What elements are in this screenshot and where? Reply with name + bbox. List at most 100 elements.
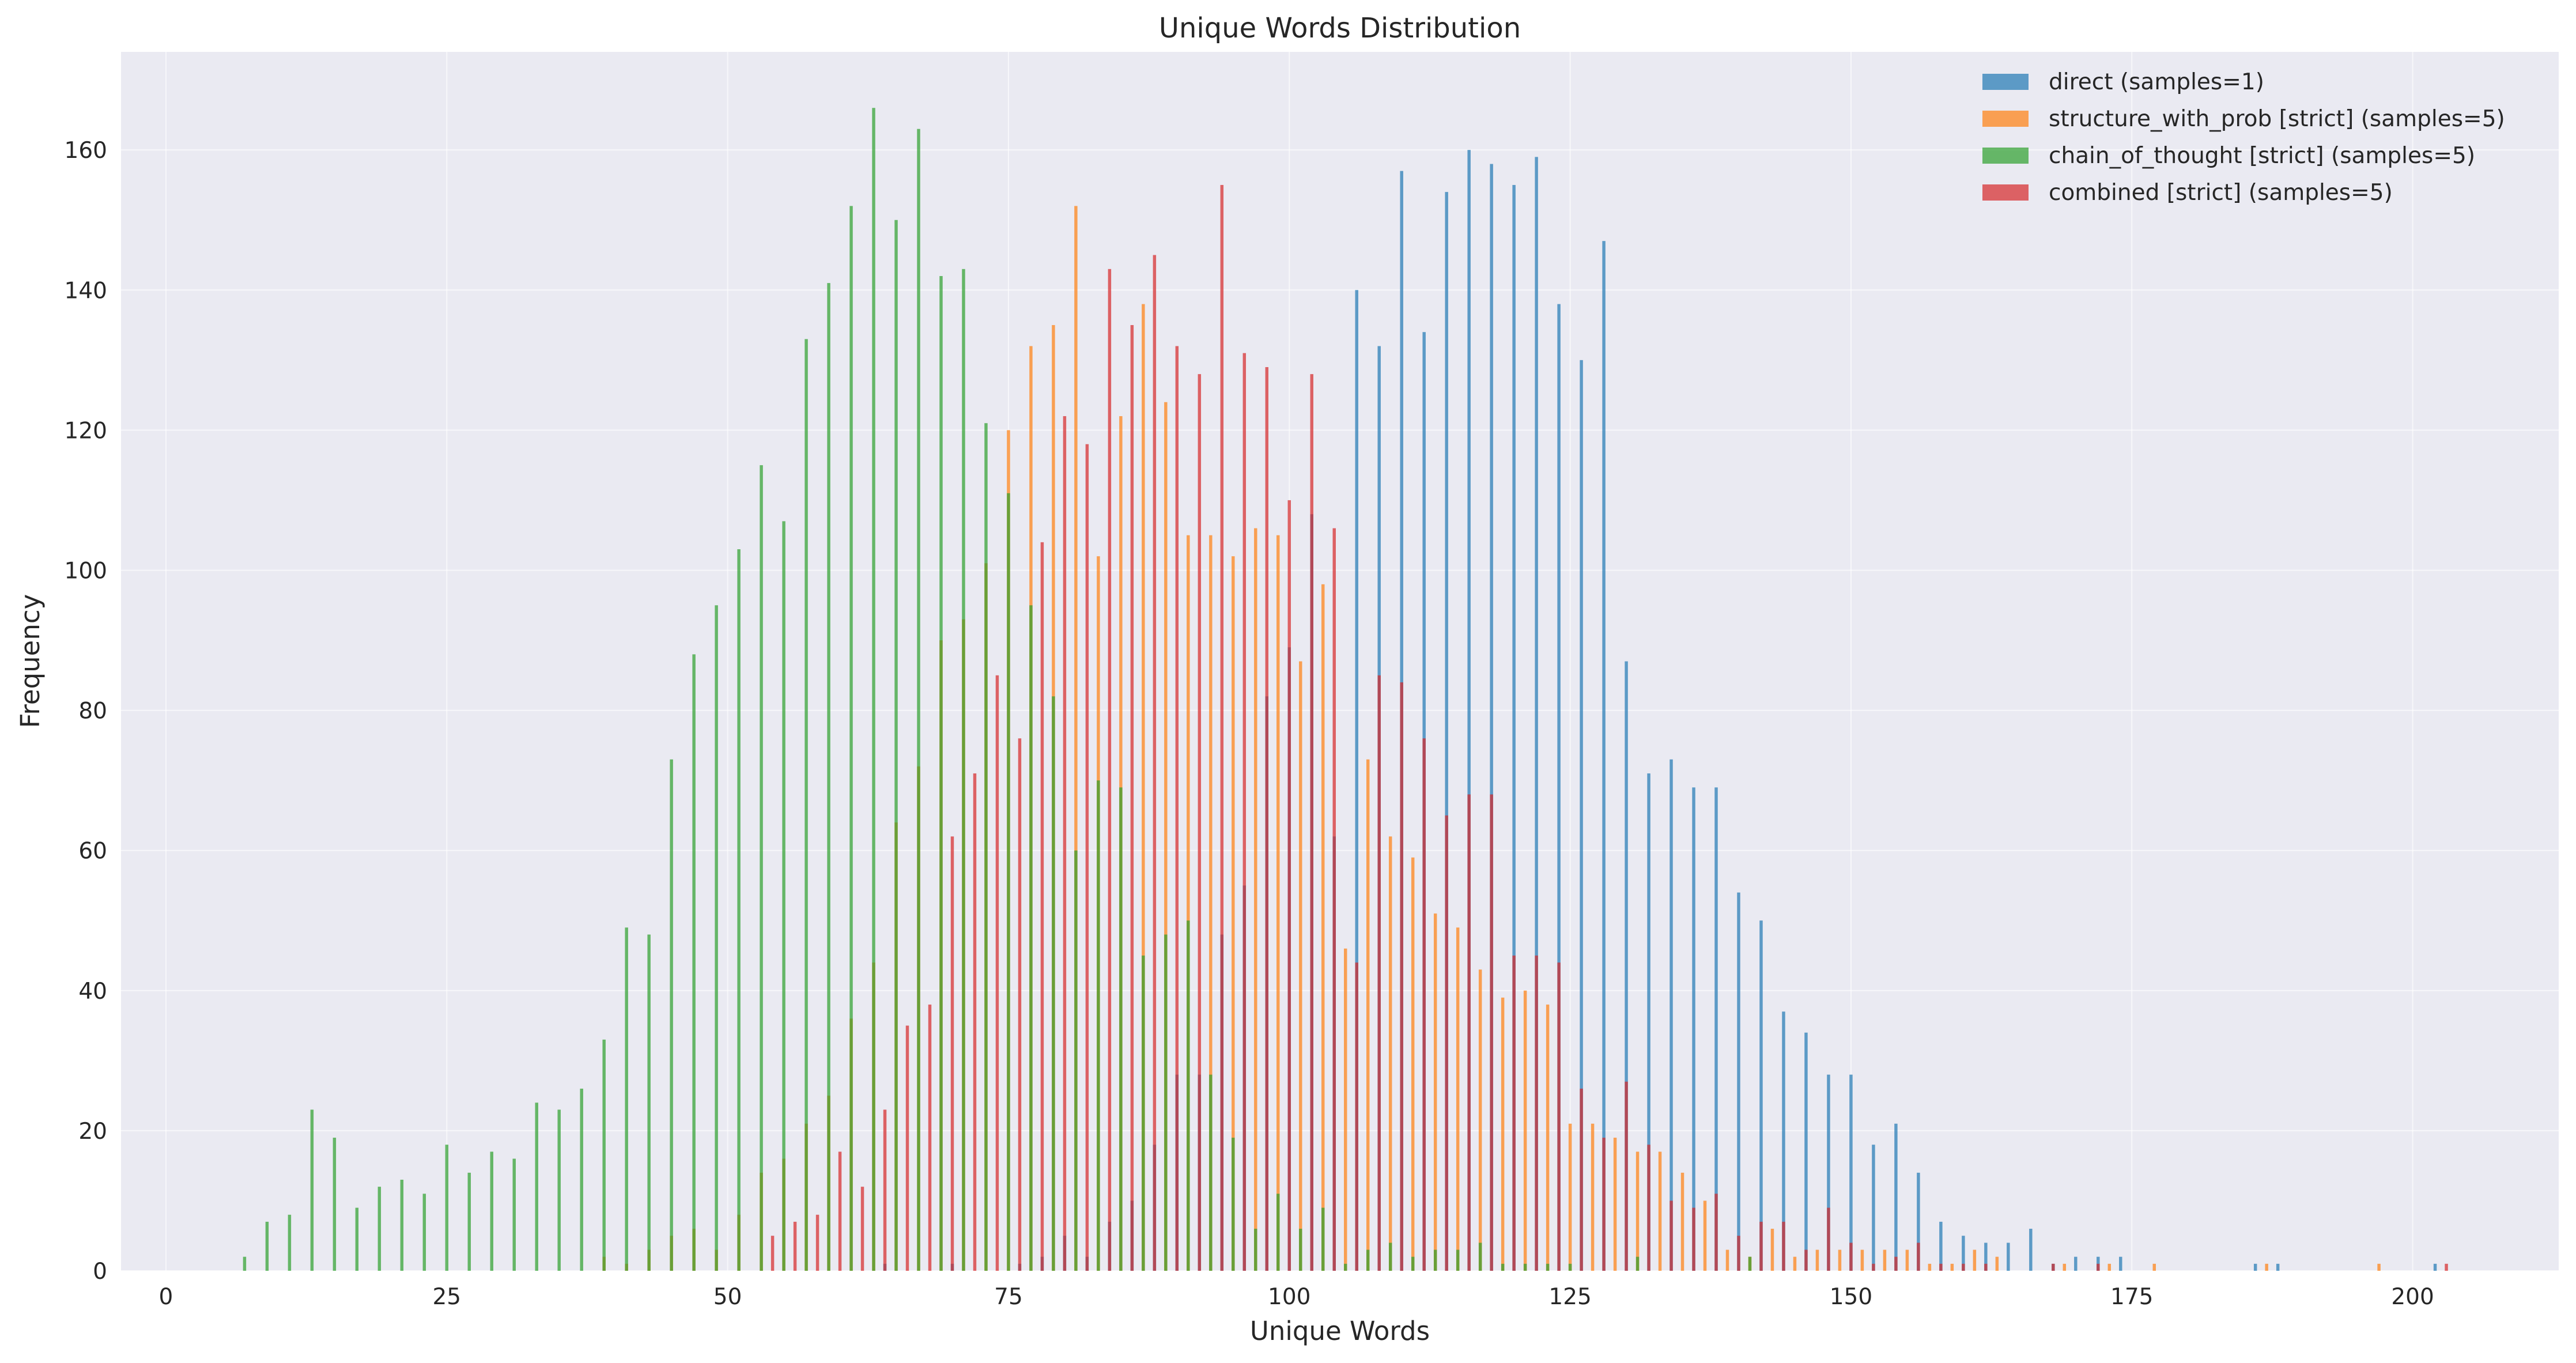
bar [1917, 1243, 1920, 1271]
legend-swatch [1982, 74, 2029, 90]
bar [1546, 1263, 1550, 1271]
bar [1130, 325, 1134, 1271]
bar [1872, 1263, 1875, 1271]
bar [1849, 1074, 1853, 1271]
bar [243, 1256, 247, 1271]
bar [860, 1187, 864, 1271]
bar [1344, 948, 1347, 1271]
bar [1164, 402, 1168, 1271]
bar [557, 1109, 561, 1271]
bar [1366, 1249, 1370, 1271]
bar [827, 283, 830, 1271]
bar [1232, 556, 1235, 1271]
bar [1400, 682, 1403, 1271]
bar [1321, 1207, 1325, 1271]
bar [995, 675, 999, 1271]
bar [1984, 1263, 1988, 1271]
bar [1737, 892, 1740, 1271]
bar [793, 1221, 797, 1271]
bar [535, 1103, 538, 1271]
bar [1501, 997, 1505, 1271]
bar [962, 269, 965, 1271]
bar [2119, 1256, 2122, 1271]
bar [490, 1151, 494, 1271]
x-tick-label: 175 [2110, 1284, 2153, 1310]
bar [939, 275, 943, 1271]
bar [1995, 1256, 1999, 1271]
bar [1074, 206, 1078, 1271]
bar [737, 549, 741, 1271]
bar [1456, 927, 1460, 1271]
bar [1254, 528, 1257, 1271]
x-tick-label: 75 [994, 1284, 1023, 1310]
bar [2253, 1263, 2257, 1271]
bar [1478, 1243, 1482, 1271]
bar [1198, 374, 1202, 1271]
bar [1164, 934, 1168, 1271]
bar [1029, 605, 1033, 1271]
bar [1535, 157, 1538, 1271]
bar [715, 605, 718, 1271]
bar [1074, 850, 1078, 1271]
legend-label: direct (samples=1) [2049, 69, 2264, 95]
x-tick-label: 50 [713, 1284, 742, 1310]
x-tick-label: 200 [2391, 1284, 2434, 1310]
bar [838, 1151, 842, 1271]
legend-item: direct (samples=1) [1982, 69, 2264, 95]
x-ticks: 0 25 50 75 100 125 150 175 200 [159, 1284, 2434, 1310]
bar [1568, 1263, 1572, 1271]
legend-label: chain_of_thought [strict] (samples=5) [2049, 143, 2475, 169]
y-axis-label: Frequency [15, 594, 46, 728]
bar [984, 423, 988, 1271]
grid [121, 52, 2559, 1271]
bar [1523, 990, 1527, 1271]
bar [1636, 1151, 1640, 1271]
bar [670, 759, 673, 1271]
bar [905, 1025, 909, 1271]
bar [1962, 1263, 1965, 1271]
bar [1276, 535, 1280, 1271]
bar [333, 1138, 337, 1271]
bar [872, 108, 875, 1271]
bar [2445, 1263, 2448, 1271]
bar [1388, 836, 1392, 1271]
y-tick-label: 120 [65, 418, 107, 444]
bar [1714, 1194, 1718, 1271]
bar [1580, 360, 1583, 1271]
bar [1512, 956, 1516, 1271]
bar [1445, 192, 1448, 1271]
bar [1321, 584, 1325, 1271]
bar [288, 1214, 292, 1271]
bar [1905, 1249, 1909, 1271]
bar [467, 1172, 471, 1271]
bar [1838, 1249, 1842, 1271]
bar [883, 1109, 887, 1271]
bar [1703, 1200, 1707, 1271]
bar [928, 1005, 932, 1271]
bar [1928, 1263, 1932, 1271]
bar [1647, 1145, 1650, 1271]
bar [355, 1207, 359, 1271]
bar [1018, 738, 1022, 1271]
bar [1456, 1249, 1460, 1271]
bar [1894, 1256, 1898, 1271]
legend-swatch [1982, 111, 2029, 127]
bar [1670, 1200, 1673, 1271]
plot-background [121, 52, 2559, 1271]
bar [1007, 493, 1010, 1271]
bar [1310, 374, 1313, 1271]
x-tick-label: 125 [1548, 1284, 1591, 1310]
bar [2063, 1263, 2067, 1271]
bar [1445, 815, 1448, 1271]
bar [950, 836, 954, 1271]
bar [1759, 920, 1763, 1271]
bar [1849, 1243, 1853, 1271]
bar [1299, 661, 1302, 1271]
bar [1433, 913, 1437, 1271]
bar [692, 654, 696, 1271]
bar [1782, 1221, 1785, 1271]
bar [1725, 1249, 1729, 1271]
y-tick-label: 40 [78, 979, 107, 1005]
bar [647, 934, 651, 1271]
